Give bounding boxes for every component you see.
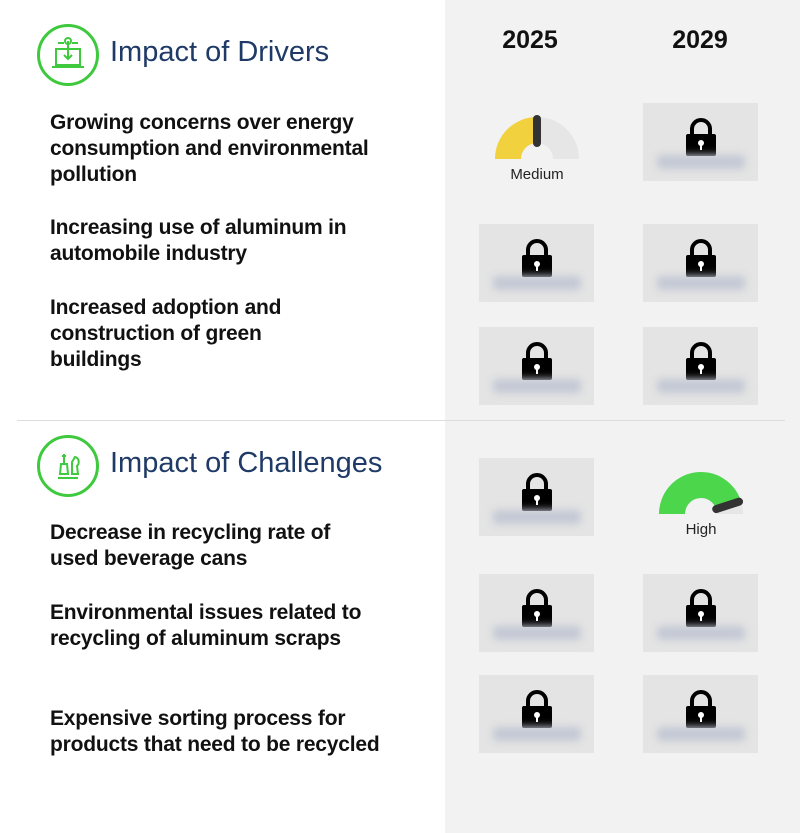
lock-icon [520,588,554,633]
challenge-item: Environmental issues related to recyclin… [50,601,362,650]
drivers-title: Impact of Drivers [110,36,330,68]
blurred-text [493,727,581,741]
chess-pieces-icon [37,435,99,497]
blurred-text [657,155,745,169]
locked-cell[interactable] [643,103,758,181]
driver-item: Increasing use of aluminum in automobile… [50,216,347,265]
gauge-needle [712,497,744,514]
year-2025-header: 2025 [502,26,558,54]
blurred-text [657,727,745,741]
challenge-item: Expensive sorting process for products t… [50,707,380,756]
lock-icon [520,341,554,386]
locked-cell[interactable] [479,675,594,753]
lock-icon [684,117,718,162]
impact-gauge: Medium [487,111,587,183]
locked-cell[interactable] [643,224,758,302]
blurred-text [657,379,745,393]
lock-icon [520,689,554,734]
impact-gauge: High [651,466,751,538]
locked-cell[interactable] [479,327,594,405]
blurred-text [493,510,581,524]
challenges-title: Impact of Challenges [110,447,383,479]
section-divider [17,420,785,421]
lock-icon [684,341,718,386]
locked-cell[interactable] [643,574,758,652]
laptop-download-icon [37,24,99,86]
lock-icon [684,588,718,633]
year-2029-header: 2029 [672,26,728,54]
locked-cell[interactable] [479,574,594,652]
blurred-text [657,626,745,640]
locked-cell[interactable] [643,675,758,753]
gauge-label: Medium [510,166,564,183]
driver-item: Growing concerns over energy consumption… [50,111,369,186]
locked-cell[interactable] [479,458,594,536]
blurred-text [493,379,581,393]
gauge-label: High [685,521,717,538]
lock-icon [520,238,554,283]
lock-icon [684,238,718,283]
blurred-text [493,626,581,640]
locked-cell[interactable] [643,327,758,405]
blurred-text [657,276,745,290]
driver-item: Increased adoption and construction of g… [50,296,282,371]
lock-icon [684,689,718,734]
locked-cell[interactable] [479,224,594,302]
blurred-text [493,276,581,290]
challenge-item: Decrease in recycling rate of used bever… [50,521,331,570]
lock-icon [520,472,554,517]
